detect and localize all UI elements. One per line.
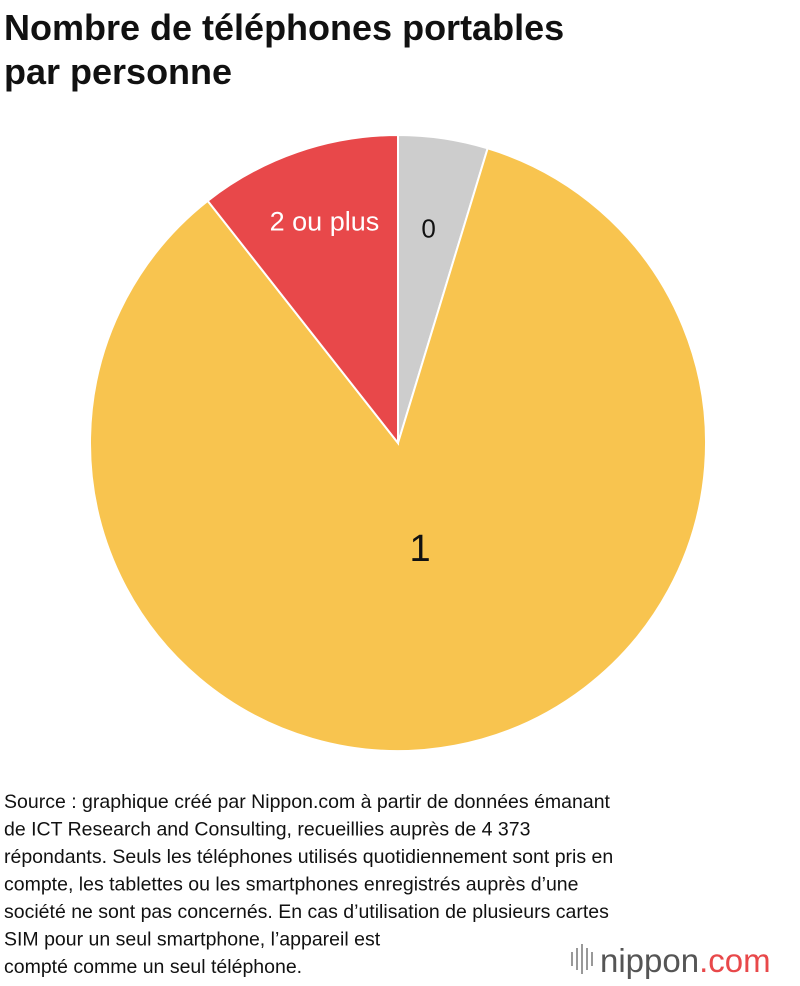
- slice-label: 0: [421, 213, 435, 243]
- source-line: répondants. Seuls les téléphones utilisé…: [4, 846, 613, 868]
- logo: nippon.com: [571, 942, 771, 979]
- chart-title: Nombre de téléphones portables: [4, 7, 564, 48]
- source-line: Source : graphique créé par Nippon.com à…: [4, 791, 611, 813]
- source-line: SIM pour un seul smartphone, l’appareil …: [4, 929, 381, 951]
- source-note: Source : graphique créé par Nippon.com à…: [4, 791, 613, 978]
- logo-text: nippon.com: [600, 942, 771, 979]
- slice-label: 1: [410, 528, 431, 570]
- pie-slice: [206, 133, 399, 446]
- pie-slice: [89, 147, 707, 752]
- slice-label: 2 ou plus: [270, 206, 380, 236]
- source-line: compté comme un seul téléphone.: [4, 956, 302, 978]
- source-line: compte, les tablettes ou les smartphones…: [4, 874, 579, 896]
- source-line: de ICT Research and Consulting, recueill…: [4, 819, 530, 841]
- chart-title: par personne: [4, 51, 232, 92]
- source-line: société ne sont pas concernés. En cas d’…: [4, 901, 609, 923]
- pie: 0 1 2 ou plus: [89, 133, 707, 752]
